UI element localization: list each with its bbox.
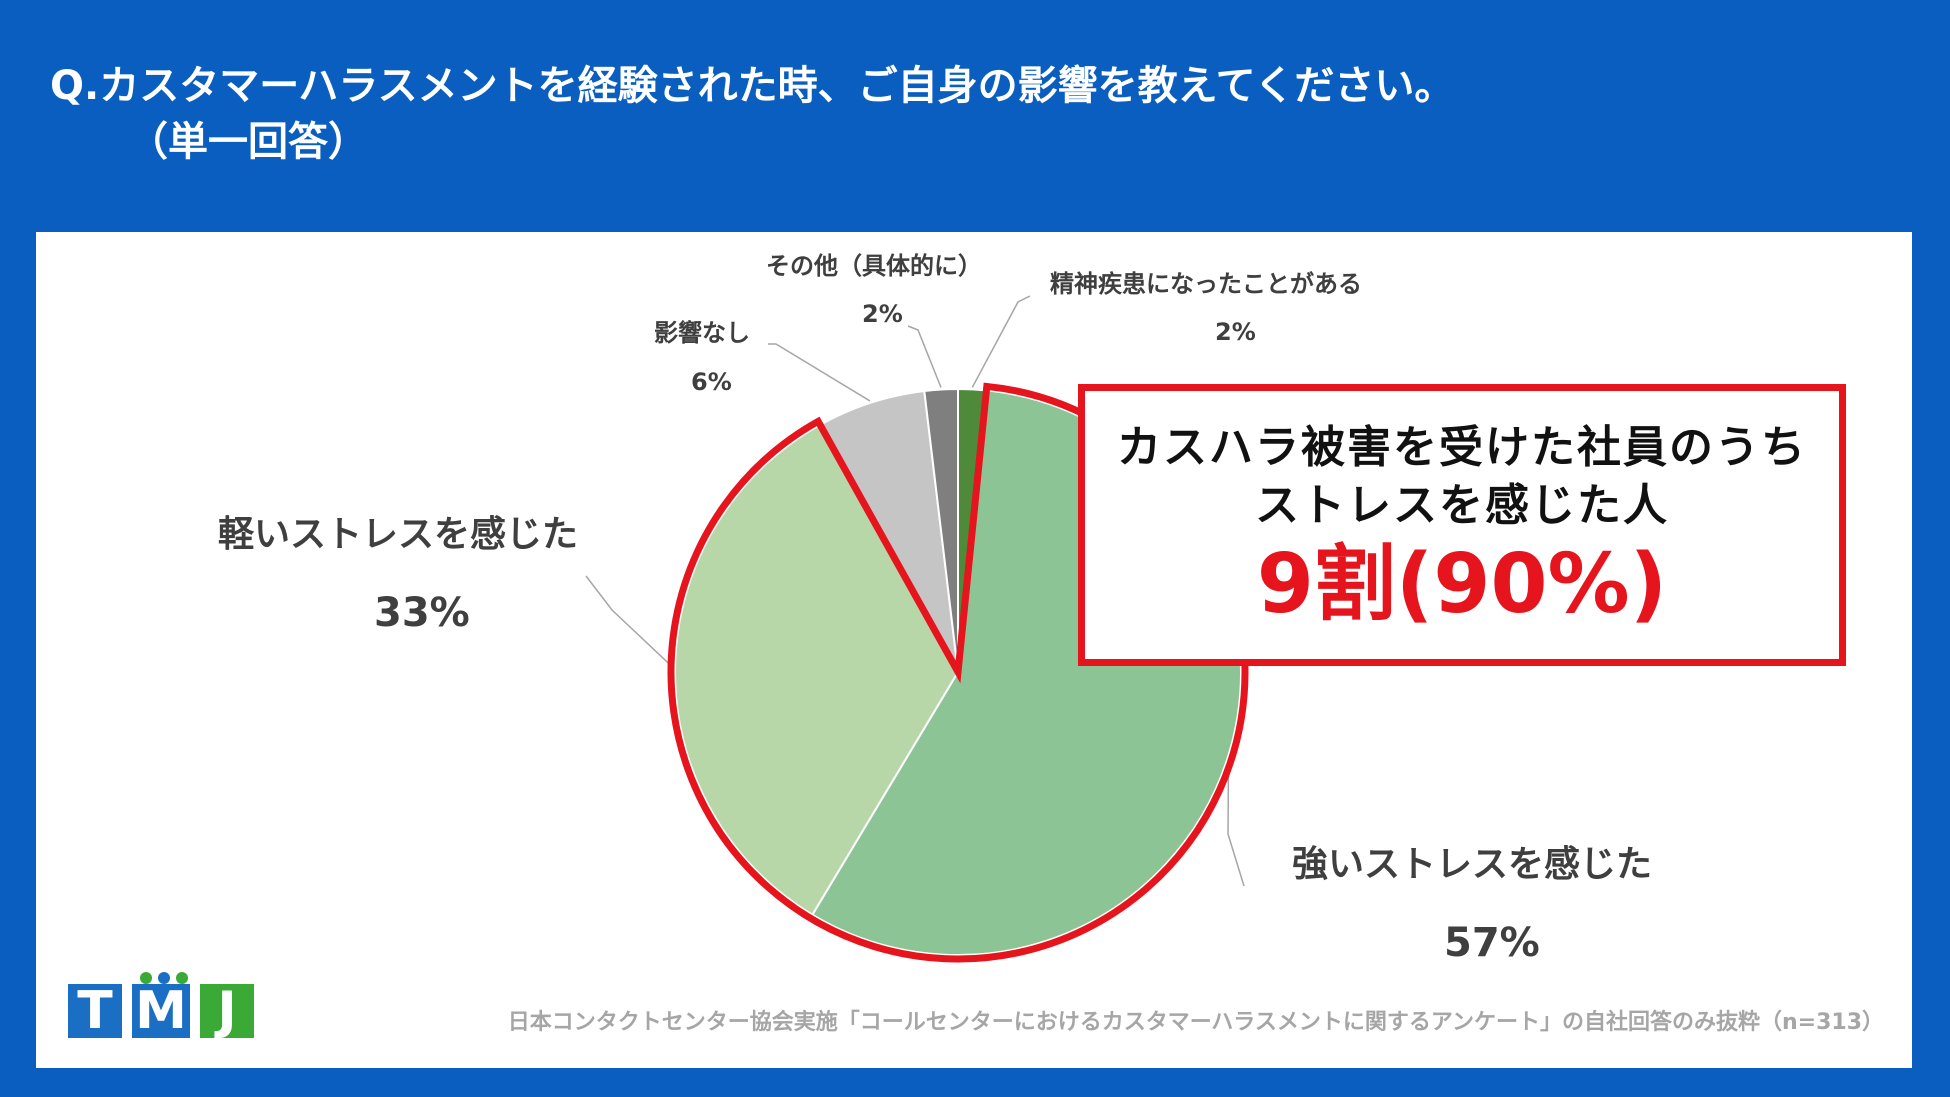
slice-label-no-effect: 影響なし: [654, 319, 750, 347]
slice-label-mental-illness: 精神疾患になったことがある: [1050, 270, 1362, 298]
leader-line-mental-illness: [971, 295, 1031, 388]
slice-value-no-effect: 6%: [691, 368, 732, 396]
slice-value-strong-stress: 57%: [1444, 920, 1540, 966]
logo-dot-green: [140, 972, 152, 984]
slice-value-light-stress: 33%: [374, 590, 470, 636]
leader-line-no-effect: [768, 343, 871, 402]
slice-label-light-stress: 軽いストレスを感じた: [218, 514, 578, 555]
slice-value-other: 2%: [862, 300, 903, 328]
slice-label-other: その他（具体的に）: [766, 252, 982, 280]
leader-line-strong-stress: [1227, 761, 1245, 887]
callout-highlight: 9割(90%): [1256, 537, 1668, 632]
source-note: 日本コンタクトセンター協会実施「コールセンターにおけるカスタマーハラスメントに関…: [507, 1010, 1884, 1035]
callout-line-2: ストレスを感じた人: [1255, 480, 1669, 531]
slice-value-mental-illness: 2%: [1215, 318, 1256, 346]
slice-label-strong-stress: 強いストレスを感じた: [1292, 844, 1652, 885]
page-title: Q.カスタマーハラスメントを経験された時、ご自身の影響を教えてください。: [50, 63, 1455, 109]
page-subtitle: （単一回答）: [128, 119, 368, 165]
logo-dot-green-2: [176, 972, 188, 984]
pie-slice-other: [923, 387, 959, 673]
tmj-logo: T M J: [68, 972, 254, 1038]
logo-letter-t: T: [68, 984, 122, 1038]
logo-dot-blue: [158, 972, 170, 984]
logo-letter-j: J: [200, 984, 254, 1038]
logo-letter-m: M: [132, 984, 190, 1038]
callout-line-1: カスハラ被害を受けた社員のうち: [1117, 422, 1807, 473]
stress-callout-box: カスハラ被害を受けた社員のうち ストレスを感じた人 9割(90%): [1078, 384, 1846, 666]
leader-line-other: [907, 325, 942, 388]
leader-line-light-stress: [585, 575, 674, 669]
